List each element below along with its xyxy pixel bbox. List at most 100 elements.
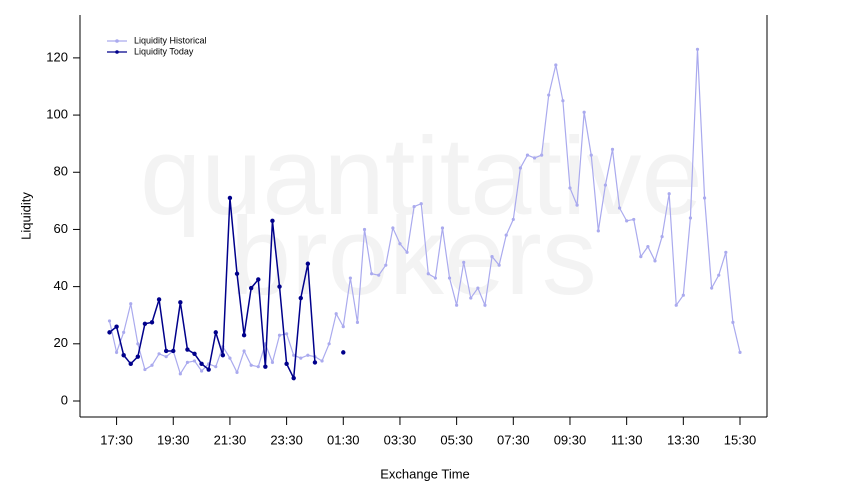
x-axis-label: Exchange Time: [380, 466, 470, 481]
point: [391, 226, 395, 230]
y-tick-label: 100: [46, 107, 68, 122]
point: [575, 203, 579, 207]
point: [292, 353, 296, 357]
point: [674, 303, 678, 307]
point: [377, 273, 381, 277]
point: [490, 255, 494, 259]
y-tick-label: 120: [46, 49, 68, 64]
x-tick-label: 13:30: [667, 432, 700, 447]
point: [128, 361, 133, 367]
point: [299, 356, 303, 360]
point: [412, 204, 416, 209]
point: [717, 273, 721, 277]
series-line: [109, 197, 316, 381]
point: [341, 325, 345, 329]
point: [327, 342, 331, 346]
point: [497, 263, 501, 267]
point: [163, 348, 169, 354]
point: [561, 99, 565, 103]
point: [150, 363, 154, 367]
point: [554, 63, 558, 67]
point: [440, 226, 445, 230]
point: [646, 244, 650, 249]
y-tick-label: 80: [54, 164, 68, 179]
x-tick-label: 09:30: [554, 432, 587, 447]
point: [525, 153, 530, 157]
point: [241, 333, 247, 338]
point: [270, 218, 275, 224]
point: [213, 330, 218, 335]
x-tick-label: 03:30: [384, 432, 417, 447]
point: [249, 363, 253, 367]
point: [462, 260, 466, 264]
legend-label: Liquidity Historical: [134, 35, 207, 45]
legend-point: [115, 50, 119, 54]
point: [603, 183, 607, 187]
point: [312, 360, 318, 365]
point: [129, 302, 133, 306]
point: [455, 303, 459, 307]
y-tick-label: 60: [54, 221, 68, 236]
point: [702, 196, 707, 200]
y-tick-label: 40: [54, 278, 68, 293]
point: [532, 156, 537, 160]
point: [171, 348, 176, 354]
legend-point: [115, 39, 119, 43]
point: [632, 217, 636, 222]
x-tick-label: 11:30: [611, 432, 643, 447]
point: [610, 147, 615, 151]
point: [582, 110, 586, 114]
point: [185, 347, 190, 352]
point: [625, 219, 629, 223]
point: [341, 350, 346, 355]
point: [114, 324, 119, 329]
point: [277, 333, 282, 337]
point: [731, 320, 735, 324]
point: [639, 255, 643, 259]
point: [156, 297, 162, 302]
point: [164, 355, 168, 359]
point: [426, 272, 430, 276]
point: [540, 153, 544, 157]
y-axis-label: Liquidity: [18, 192, 33, 240]
point: [334, 312, 338, 316]
point: [192, 359, 197, 363]
point: [227, 195, 233, 201]
point: [362, 227, 367, 232]
point: [263, 364, 268, 369]
point: [483, 303, 487, 307]
point: [285, 332, 289, 336]
point: [596, 229, 600, 233]
point: [469, 296, 473, 300]
point: [433, 276, 437, 280]
point: [142, 321, 148, 326]
point: [256, 365, 260, 369]
point: [277, 284, 282, 289]
point: [121, 353, 126, 358]
point: [206, 367, 211, 372]
point: [135, 354, 141, 359]
point: [234, 271, 240, 276]
point: [667, 192, 671, 196]
point: [547, 93, 551, 97]
point: [384, 263, 388, 267]
point: [724, 250, 728, 254]
y-tick-label: 20: [54, 335, 68, 350]
point: [447, 276, 452, 280]
legend-label: Liquidity Today: [134, 46, 194, 56]
x-tick-label: 17:30: [100, 432, 133, 447]
point: [185, 360, 190, 364]
point: [405, 250, 409, 254]
point: [199, 369, 204, 373]
point: [157, 352, 161, 356]
point: [178, 372, 182, 376]
point: [681, 293, 685, 297]
point: [476, 286, 480, 290]
point: [199, 361, 204, 367]
point: [306, 353, 310, 357]
point: [738, 350, 742, 354]
point: [305, 261, 311, 266]
point: [370, 272, 374, 276]
point: [242, 349, 246, 353]
